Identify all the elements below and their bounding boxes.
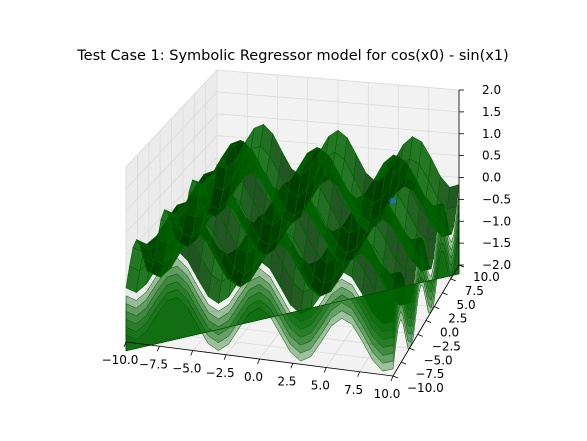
y-tick-label: −7.5: [415, 367, 444, 381]
z-tick-label: 0.5: [482, 149, 501, 163]
grid-line-z: [125, 113, 460, 212]
surface-layer: [125, 192, 460, 352]
z-tick-label: −0.5: [482, 192, 511, 206]
surface-layer: [125, 223, 460, 364]
y-tick-label: 7.5: [465, 284, 484, 298]
x-tick-mark: [290, 363, 294, 369]
grid-line-z: [125, 135, 460, 233]
y-tick-label: 2.5: [448, 312, 467, 326]
scatter-points: [389, 197, 397, 205]
z-tick-label: 1.0: [482, 127, 501, 141]
axis-lines: [123, 89, 465, 382]
y-tick-label: −2.5: [432, 339, 461, 353]
x-tick-label: −7.5: [139, 357, 168, 371]
y-tick-label: 0.0: [440, 326, 459, 340]
x-tick-mark: [157, 346, 160, 352]
surface-layer: [125, 208, 460, 352]
z-tick-label: −1.5: [482, 236, 511, 250]
z-tick-label: 0.0: [482, 171, 501, 185]
x-tick-label: −10.0: [102, 353, 139, 367]
x-tick-mark: [190, 350, 194, 356]
x-tick-mark: [390, 375, 394, 382]
z-tick-label: 2.0: [482, 83, 501, 97]
y-tick-mark: [450, 278, 456, 282]
y-tick-label: −5.0: [424, 353, 453, 367]
y-tick-mark: [401, 361, 407, 365]
x-tick-mark: [223, 354, 227, 360]
y-tick-mark: [425, 320, 432, 323]
y-tick-label: 5.0: [457, 298, 476, 312]
surface-patch: [213, 164, 227, 191]
x-tick-mark: [323, 367, 327, 373]
x-tick-label: 2.5: [277, 374, 296, 388]
x-tick-label: −5.0: [172, 362, 201, 376]
surface-layer: [125, 231, 460, 372]
surface-plot: [125, 123, 460, 372]
chart-title: Test Case 1: Symbolic Regressor model fo…: [76, 48, 508, 64]
grid-line-z: [125, 157, 460, 255]
y-tick-mark: [392, 375, 399, 379]
x-tick-mark: [357, 371, 360, 377]
z-tick-label: −1.0: [482, 214, 511, 228]
x-tick-label: 5.0: [311, 379, 330, 393]
y-tick-mark: [417, 334, 423, 337]
x-tick-label: 10.0: [374, 387, 401, 401]
z-tick-label: 1.5: [482, 105, 501, 119]
z-tick-label: −2.0: [482, 258, 511, 272]
grid-line-z: [125, 91, 460, 190]
grid-line-z: [125, 69, 460, 168]
x-tick-label: 0.0: [244, 370, 263, 384]
surface-layer: [125, 200, 460, 352]
scatter-point: [389, 197, 397, 205]
x-tick-label: −2.5: [206, 366, 235, 380]
y-tick-mark: [409, 347, 415, 351]
y-tick-label: −10.0: [407, 381, 444, 395]
y-tick-mark: [442, 292, 448, 296]
tick-labels: −10.0 −7.5 −5.0 −2.5 0.0 2.5 5.0 7.5 10.0 −10.0−7…: [102, 83, 512, 401]
surface-layer: [125, 216, 460, 356]
y-tick-label: 10.0: [473, 270, 500, 284]
x-tick-mark: [123, 341, 127, 348]
x-tick-mark: [257, 358, 260, 365]
y-tick-mark: [434, 306, 440, 309]
x-tick-label: 7.5: [344, 383, 363, 397]
